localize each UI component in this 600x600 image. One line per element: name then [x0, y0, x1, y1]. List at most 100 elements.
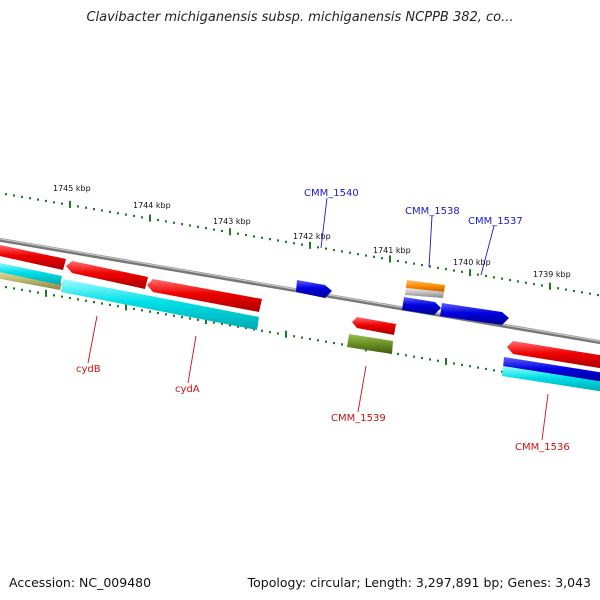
minor-tick [493, 276, 495, 279]
minor-tick [93, 301, 95, 304]
minor-tick [477, 273, 479, 276]
minor-tick [437, 266, 439, 269]
gene-label-cmm1539[interactable]: CMM_1539 [331, 413, 386, 424]
gene-label-cmm1540[interactable]: CMM_1540 [304, 188, 359, 199]
gene-cydA[interactable] [147, 279, 262, 312]
minor-tick [245, 326, 247, 330]
minor-tick [405, 354, 407, 357]
major-tick [445, 358, 447, 366]
minor-tick [573, 289, 575, 293]
minor-tick [517, 280, 519, 283]
minor-tick [493, 369, 495, 372]
gene-blue-lower-right[interactable] [503, 357, 600, 384]
minor-tick [61, 295, 63, 298]
minor-tick [117, 305, 119, 308]
minor-tick [293, 242, 295, 245]
minor-tick [13, 194, 15, 197]
tick-label: 1744 kbp [133, 201, 171, 210]
gene-label-cydA[interactable]: cydA [175, 384, 200, 395]
gene-label-cmm1538[interactable]: CMM_1538 [405, 206, 460, 217]
minor-tick [173, 221, 175, 224]
minor-tick [221, 322, 223, 326]
gene-label-cmm1537[interactable]: CMM_1537 [468, 216, 523, 227]
minor-tick [581, 291, 583, 294]
minor-tick [589, 292, 591, 295]
major-tick [149, 214, 151, 222]
minor-tick [77, 298, 79, 301]
minor-tick [37, 198, 39, 201]
minor-tick [5, 286, 7, 289]
minor-tick [597, 293, 599, 297]
tick-label: 1742 kbp [293, 232, 331, 241]
minor-tick [237, 232, 239, 235]
minor-tick [357, 253, 359, 256]
major-tick [285, 330, 287, 338]
gene-olive[interactable] [347, 334, 393, 354]
minor-tick [301, 243, 303, 246]
minor-tick [285, 240, 287, 243]
minor-tick [205, 227, 207, 230]
minor-tick [269, 331, 271, 334]
minor-tick [557, 287, 559, 290]
minor-tick [485, 274, 487, 278]
major-tick [125, 303, 127, 311]
minor-tick [293, 335, 295, 338]
minor-tick [461, 270, 463, 273]
minor-tick [453, 362, 455, 365]
tick-label: 1740 kbp [453, 258, 491, 267]
gene-label-cydB[interactable]: cydB [76, 364, 101, 375]
gene-cmm1538[interactable] [405, 280, 445, 298]
minor-tick [69, 296, 71, 300]
minor-tick [397, 352, 399, 356]
gene-label-cmm1536[interactable]: CMM_1536 [515, 442, 570, 453]
minor-tick [157, 311, 159, 315]
gene-cyan-lower-right[interactable] [502, 366, 600, 392]
minor-tick [461, 363, 463, 366]
minor-tick [85, 299, 87, 302]
minor-tick [61, 202, 63, 205]
minor-tick [5, 193, 7, 196]
gene-cmm1536[interactable] [507, 341, 600, 369]
gene-left-red-partial[interactable] [0, 244, 66, 270]
minor-tick [181, 223, 183, 226]
gene-cmm1537[interactable] [440, 303, 509, 325]
minor-tick [453, 269, 455, 272]
minor-tick [125, 213, 127, 216]
minor-tick [149, 310, 151, 313]
minor-tick [413, 262, 415, 265]
topology-text: Topology: circular; Length: 3,297,891 bp… [247, 575, 591, 590]
gene-khaki-partial[interactable] [0, 270, 62, 290]
minor-tick [213, 321, 215, 324]
minor-tick [261, 329, 263, 332]
minor-tick [101, 302, 103, 305]
minor-tick [93, 208, 95, 211]
tick-label: 1745 kbp [53, 184, 91, 193]
minor-tick [469, 365, 471, 368]
minor-tick [349, 251, 351, 254]
minor-tick [53, 201, 55, 204]
minor-tick [325, 247, 327, 250]
major-tick [229, 228, 231, 236]
minor-tick [229, 324, 231, 327]
gene-cmm1540[interactable] [296, 280, 332, 298]
gene-cydB[interactable] [66, 261, 148, 289]
minor-tick [365, 254, 367, 257]
minor-tick [165, 313, 167, 316]
minor-tick [109, 210, 111, 213]
minor-tick [29, 197, 31, 200]
minor-tick [333, 341, 335, 345]
minor-tick [109, 303, 111, 306]
minor-tick [85, 206, 87, 209]
gene-cyan-long[interactable] [61, 279, 259, 330]
minor-tick [485, 367, 487, 371]
minor-tick [421, 263, 423, 267]
minor-tick [133, 307, 135, 311]
gene-cyan-partial[interactable] [0, 262, 62, 285]
gene-blue-pair-left[interactable] [402, 297, 441, 315]
minor-tick [429, 358, 431, 361]
gene-cmm1539[interactable] [352, 317, 396, 335]
major-tick [45, 289, 47, 297]
map-title: Clavibacter michiganensis subsp. michiga… [86, 10, 514, 25]
minor-tick [373, 255, 375, 258]
